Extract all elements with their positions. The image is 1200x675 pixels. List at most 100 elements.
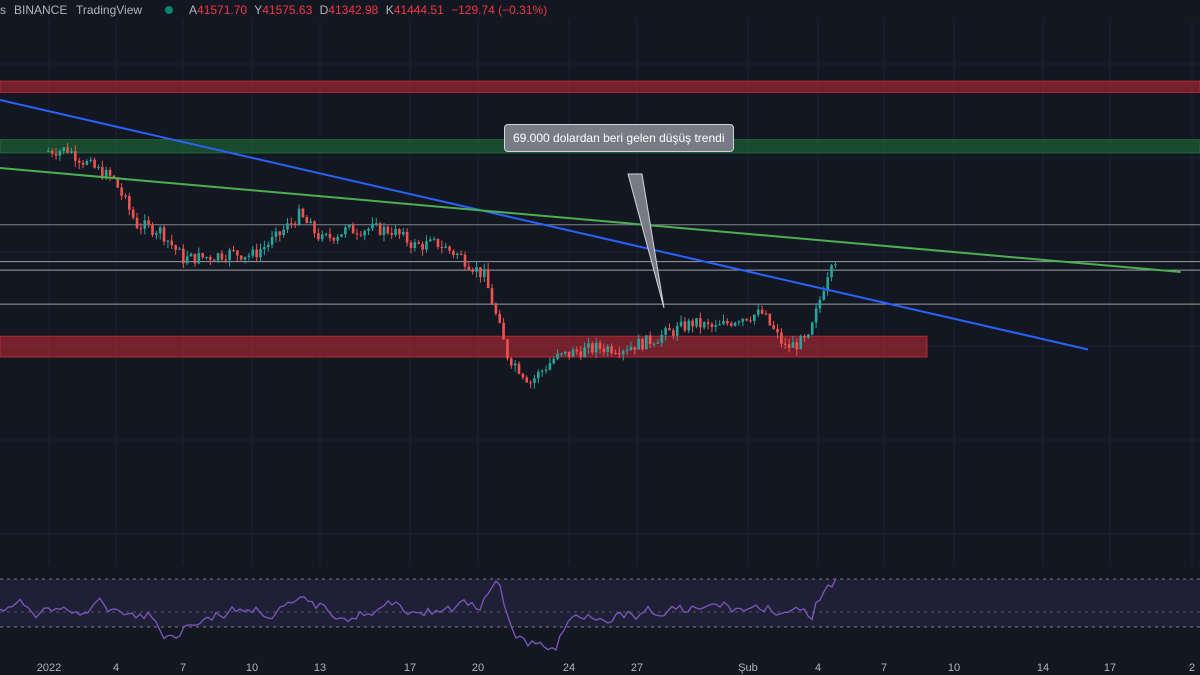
candle-body bbox=[791, 342, 795, 348]
candle-body bbox=[305, 217, 309, 224]
time-axis-tick-label: 17 bbox=[1104, 662, 1116, 674]
candle-body bbox=[521, 373, 525, 378]
candle-body bbox=[47, 150, 50, 152]
change-value: −129.74 (−0.31%) bbox=[451, 3, 548, 17]
platform-name: TradingView bbox=[76, 3, 143, 17]
candle-body bbox=[428, 239, 432, 242]
candle-body bbox=[174, 245, 177, 250]
candle-body bbox=[467, 266, 471, 270]
candle-body bbox=[201, 253, 204, 258]
candle-body bbox=[432, 238, 436, 240]
candle-body bbox=[618, 353, 621, 355]
candle-body bbox=[537, 371, 540, 379]
candle-body bbox=[290, 223, 293, 225]
candle-body bbox=[780, 332, 783, 344]
candle-body bbox=[714, 325, 718, 327]
time-axis[interactable]: 2022 4 7 10 13 17 20 24 27 Şub 4 7 10 14 17 2 bbox=[0, 660, 1200, 675]
candle-body bbox=[614, 352, 617, 354]
candle-body bbox=[332, 237, 336, 241]
candle-body bbox=[517, 363, 521, 374]
candle-body bbox=[340, 234, 343, 237]
candle-body bbox=[390, 233, 393, 235]
candle-body bbox=[749, 320, 752, 322]
candle-body bbox=[324, 233, 328, 235]
candle-body bbox=[455, 253, 459, 255]
oscillator-line bbox=[0, 578, 837, 651]
candle-body bbox=[413, 242, 417, 248]
candle-body bbox=[548, 363, 552, 370]
price-zone-resistance bbox=[0, 80, 1200, 93]
candle-body bbox=[266, 244, 270, 248]
candle-body bbox=[656, 342, 660, 344]
candle-body bbox=[664, 328, 667, 335]
candle-body bbox=[405, 231, 409, 243]
candle-body bbox=[695, 318, 698, 327]
candle-body bbox=[135, 217, 139, 229]
candle-body bbox=[610, 346, 613, 353]
candle-body bbox=[807, 334, 810, 338]
candle-body bbox=[733, 322, 737, 326]
chart-header: s BINANCE TradingView A41571.70 Y41575.6… bbox=[0, 0, 1200, 20]
candle-body bbox=[818, 299, 822, 309]
candle-body bbox=[205, 257, 208, 259]
low-label: D bbox=[319, 3, 329, 17]
candle-body bbox=[313, 221, 316, 234]
candle-body bbox=[263, 247, 266, 250]
time-axis-tick-label: 13 bbox=[314, 662, 326, 674]
low-value: 41342.98 bbox=[328, 3, 379, 17]
candle-body bbox=[228, 249, 231, 261]
candle-body bbox=[371, 223, 374, 229]
candle-body bbox=[602, 348, 606, 352]
candle-body bbox=[81, 162, 85, 165]
candle-body bbox=[471, 269, 475, 272]
candle-body bbox=[212, 259, 216, 261]
candle-body bbox=[425, 241, 428, 250]
time-axis-tick-label: 20 bbox=[472, 662, 484, 674]
candle-body bbox=[533, 378, 536, 383]
oscillator-pane[interactable] bbox=[0, 565, 1200, 660]
candle-body bbox=[170, 240, 174, 246]
time-axis-tick-label: 27 bbox=[631, 662, 643, 674]
candle-body bbox=[178, 248, 181, 250]
candle-body bbox=[359, 234, 363, 236]
annotation-pointer bbox=[627, 173, 665, 309]
candle-body bbox=[571, 349, 575, 357]
candle-body bbox=[62, 147, 66, 151]
candle-body bbox=[104, 169, 108, 179]
candle-body bbox=[756, 309, 760, 315]
candle-body bbox=[440, 247, 444, 249]
candle-body bbox=[301, 208, 305, 218]
candle-body bbox=[185, 256, 189, 264]
candle-body bbox=[687, 320, 691, 331]
candle-body bbox=[50, 150, 54, 154]
candle-body bbox=[124, 195, 127, 197]
annotation-label[interactable]: 69.000 dolardan beri gelen düşüş trendi bbox=[504, 124, 734, 152]
time-axis-tick-label: 4 bbox=[815, 662, 821, 674]
candle-body bbox=[641, 338, 644, 350]
price-zones bbox=[0, 80, 1200, 358]
candle-body bbox=[729, 323, 733, 326]
candle-body bbox=[417, 242, 420, 244]
candle-body bbox=[459, 253, 463, 255]
candle-body bbox=[579, 351, 583, 358]
candle-body bbox=[128, 196, 131, 210]
candle-body bbox=[351, 224, 355, 234]
close-value: 41444.51 bbox=[393, 3, 444, 17]
candle-body bbox=[70, 151, 73, 153]
candle-body bbox=[243, 256, 247, 260]
time-axis-tick-label: 7 bbox=[881, 662, 887, 674]
lower-highs-trendline bbox=[0, 167, 1181, 273]
ohlc-legend: A41571.70 Y41575.63 D41342.98 K41444.51 … bbox=[189, 0, 551, 20]
candle-body bbox=[510, 358, 513, 366]
market-status-icon[interactable] bbox=[165, 6, 173, 14]
candle-body bbox=[726, 321, 729, 324]
price-chart[interactable] bbox=[0, 20, 1200, 565]
candle-body bbox=[745, 318, 748, 321]
oscillator-band bbox=[0, 579, 1200, 627]
candle-body bbox=[826, 277, 829, 292]
candle-body bbox=[810, 322, 814, 335]
candle-body bbox=[317, 233, 320, 240]
candle-body bbox=[374, 223, 378, 225]
candle-body bbox=[189, 253, 193, 257]
candle-body bbox=[320, 234, 324, 240]
